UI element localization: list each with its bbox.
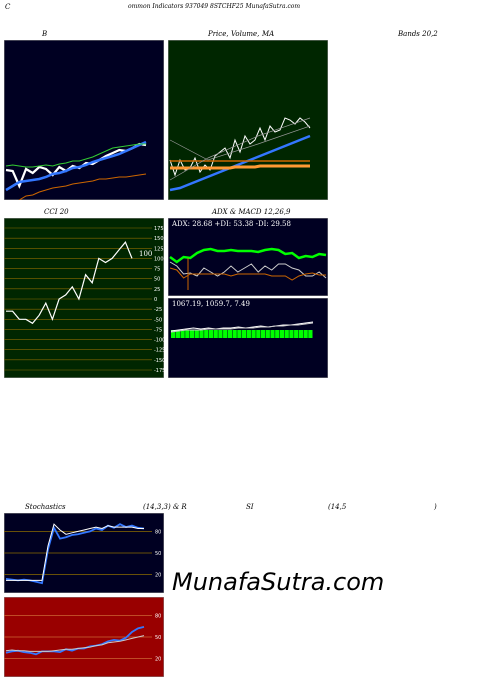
cci-chart: 1751501251007550250-25-50-75-100-125-150… — [4, 218, 164, 378]
header-c: C — [5, 3, 11, 11]
macd-histogram-bar — [260, 330, 266, 338]
cci-tick-label: 100 — [154, 256, 164, 262]
macd-histogram-bar — [223, 330, 228, 338]
macd-histogram-bar — [298, 330, 304, 338]
stochastics-chart: 80 50 20 — [4, 513, 164, 593]
rsi-signal-line — [5, 635, 145, 652]
macd-signal-line — [170, 322, 314, 333]
cci-tick-label: 25 — [154, 287, 160, 293]
label-volume: Volume, — [231, 30, 260, 38]
label-price: Price, — [208, 30, 229, 38]
cci-value-label: 100 — [139, 250, 153, 258]
adx-values-label: ADX: 28.68 +DI: 53.38 -DI: 29.58 — [172, 220, 291, 228]
cci-tick-label: -175 — [154, 368, 164, 374]
macd-histogram-bar — [275, 330, 280, 338]
cci-tick-label: 75 — [154, 267, 160, 273]
macd-histogram-bar — [227, 330, 233, 338]
label-bands: Bands 20,2 — [398, 30, 438, 38]
rsi-tick-label: 20 — [155, 657, 161, 663]
macd-histogram-bar — [171, 330, 176, 338]
cci-tick-label: -125 — [154, 348, 164, 354]
macd-chart — [168, 298, 328, 378]
adx-chart — [168, 218, 328, 296]
macd-histogram-bar — [256, 330, 261, 338]
label-b: B — [42, 30, 48, 38]
stoch-tick-label: 80 — [155, 529, 161, 535]
rsi-tick-label: 50 — [155, 635, 161, 641]
cci-tick-label: -50 — [154, 317, 162, 323]
macd-histogram-bar — [189, 330, 195, 338]
label-rsi-params: (14,5 — [328, 503, 347, 511]
cci-tick-label: -25 — [154, 307, 162, 313]
page-title: ommon Indicators 937049 8STCHF25 MunafaS… — [128, 3, 301, 10]
rsi-chart: 80 50 20 — [4, 597, 164, 677]
cci-line — [6, 241, 133, 325]
macd-histogram-bar — [270, 330, 275, 338]
macd-histogram-bar — [279, 330, 285, 338]
macd-histogram-bar — [242, 330, 247, 338]
price-volume-ma-chart — [168, 40, 328, 200]
macd-histogram-bar — [204, 330, 209, 338]
cci-tick-label: 50 — [154, 277, 160, 283]
macd-histogram-bar — [246, 330, 251, 338]
label-si: SI — [246, 503, 254, 511]
macd-histogram-bar — [237, 330, 242, 338]
cci-tick-label: -100 — [154, 338, 164, 344]
minus-di-line — [169, 267, 326, 281]
bollinger-upper-band — [5, 143, 146, 168]
ma-short-line — [169, 134, 311, 192]
cci-tick-label: -75 — [154, 327, 162, 333]
macd-histogram-bar — [303, 330, 308, 338]
label-stoch-params: (14,3,3) & R — [143, 503, 187, 511]
macd-histogram-bar — [213, 330, 218, 338]
bollinger-lower-band — [18, 173, 147, 200]
stoch-signal-line — [6, 523, 144, 581]
macd-histogram-bar — [185, 330, 190, 338]
macd-histogram-bar — [251, 330, 256, 338]
macd-histogram-bar — [265, 330, 270, 338]
stoch-tick-label: 50 — [155, 551, 161, 557]
macd-histogram-bar — [294, 330, 299, 338]
bollinger-chart — [4, 40, 164, 200]
macd-histogram-bar — [208, 330, 214, 338]
macd-values-label: 1067.19, 1059.7, 7.49 — [172, 300, 250, 308]
cci-tick-label: 125 — [154, 246, 164, 252]
bollinger-middle-band — [5, 140, 147, 192]
macd-histogram-bar — [180, 330, 185, 338]
stoch-tick-label: 20 — [155, 573, 161, 579]
adx-line — [169, 247, 327, 264]
macd-histogram-bar — [232, 330, 237, 338]
cci-tick-label: -150 — [154, 358, 164, 364]
cci-tick-label: 150 — [154, 236, 164, 242]
price-envelope-upper — [169, 117, 311, 181]
macd-histogram-bar — [175, 330, 180, 338]
label-stochastics: Stochastics — [25, 503, 66, 511]
label-cci: CCI 20 — [44, 208, 69, 216]
cci-tick-label: 0 — [154, 297, 157, 303]
price-envelope-lower — [169, 125, 311, 161]
plus-di-line — [169, 261, 327, 279]
macd-histogram-bar — [308, 330, 313, 338]
label-rsi-close: ) — [434, 503, 437, 511]
rsi-tick-label: 80 — [155, 613, 161, 619]
macd-histogram-bar — [218, 330, 223, 338]
cci-tick-label: 175 — [154, 226, 164, 232]
macd-histogram-bar — [194, 330, 199, 338]
macd-histogram-bar — [284, 330, 289, 338]
macd-histogram-bar — [199, 330, 204, 338]
watermark: MunafaSutra.com — [172, 568, 385, 596]
ma-mid-line — [170, 164, 310, 170]
macd-histogram-bar — [289, 330, 294, 338]
label-adx-macd: ADX & MACD 12,26,9 — [212, 208, 291, 216]
rsi-main-line — [5, 626, 145, 656]
label-ma: MA — [262, 30, 275, 38]
